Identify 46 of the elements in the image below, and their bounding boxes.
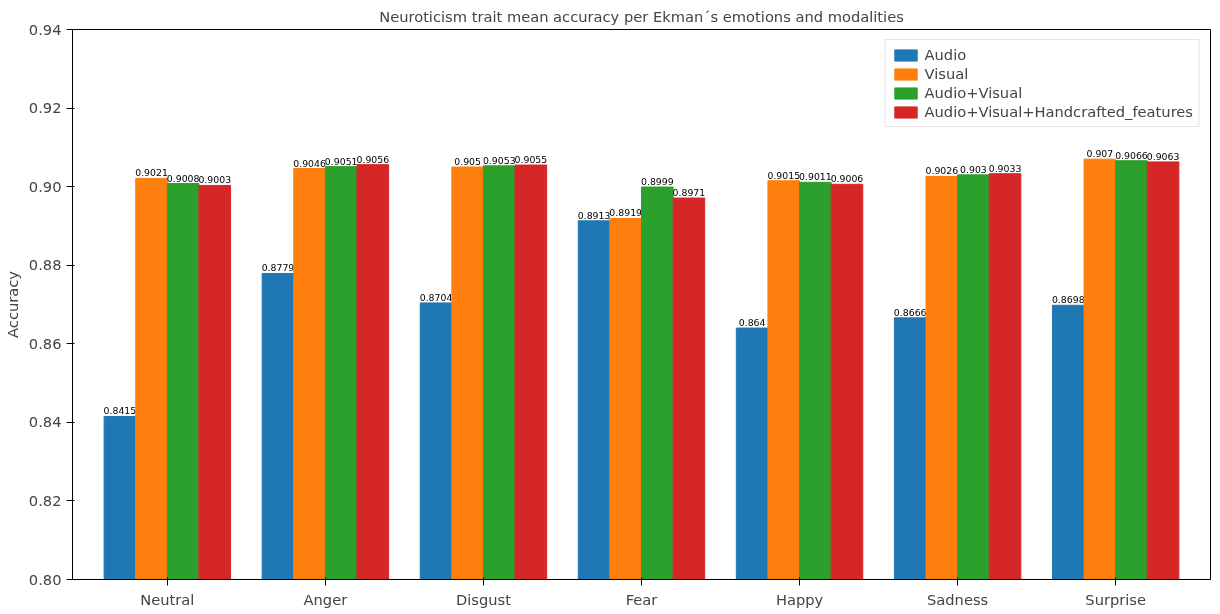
data-label: 0.9006	[830, 173, 864, 185]
x-tick-label: Neutral	[140, 590, 195, 608]
data-label: 0.9011	[799, 171, 832, 183]
y-tick-label: 0.82	[28, 491, 62, 509]
data-label: 0.8999	[640, 176, 674, 188]
data-label: 0.9051	[324, 155, 358, 167]
data-label: 0.903	[960, 163, 987, 175]
data-label: 0.9003	[198, 174, 232, 186]
x-tick-label: Fear	[625, 590, 659, 608]
data-label: 0.8919	[609, 207, 643, 219]
legend-label: Audio+Visual+Handcrafted_features	[924, 103, 1193, 120]
y-tick-label: 0.90	[28, 177, 62, 195]
data-label: 0.905	[454, 156, 482, 167]
x-tick-label: Surprise	[1085, 590, 1146, 608]
data-label: 0.9053	[482, 154, 516, 166]
x-tick-label: Sadness	[927, 590, 989, 608]
data-label: 0.9055	[514, 154, 548, 166]
y-tick-label: 0.84	[28, 413, 62, 431]
legend-label: Audio+Visual	[924, 84, 1023, 101]
x-tick-label: Happy	[775, 590, 824, 608]
x-tick-label: Anger	[303, 590, 349, 608]
y-tick-label: 0.86	[28, 334, 62, 352]
data-label: 0.9033	[988, 162, 1022, 174]
y-axis-title: Accuracy	[3, 270, 21, 338]
data-label: 0.9015	[767, 169, 801, 181]
data-label: 0.9008	[166, 172, 200, 184]
data-label: 0.9021	[135, 167, 168, 179]
data-label: 0.8971	[672, 187, 706, 199]
data-label: 0.9063	[1146, 150, 1180, 162]
legend-label: Visual	[924, 65, 969, 82]
data-label: 0.9046	[293, 157, 326, 169]
data-label: 0.907	[1086, 148, 1114, 160]
data-label: 0.8698	[1051, 294, 1085, 306]
data-label: 0.9026	[925, 165, 959, 177]
data-label: 0.8913	[577, 209, 611, 221]
x-tick-label: Disgust	[455, 590, 512, 608]
y-tick-label: 0.80	[28, 570, 62, 588]
legend-label: Audio	[924, 46, 967, 63]
y-tick-label: 0.92	[28, 99, 62, 117]
data-label: 0.9056	[356, 153, 390, 165]
chart-title: Neuroticism trait mean accuracy per Ekman´s emotions and modalities	[379, 7, 904, 25]
y-tick-label: 0.88	[28, 256, 62, 274]
data-label: 0.864	[738, 317, 766, 329]
data-label: 0.9066	[1115, 149, 1148, 161]
y-tick-label: 0.94	[28, 20, 62, 38]
data-label: 0.8666	[893, 306, 927, 318]
